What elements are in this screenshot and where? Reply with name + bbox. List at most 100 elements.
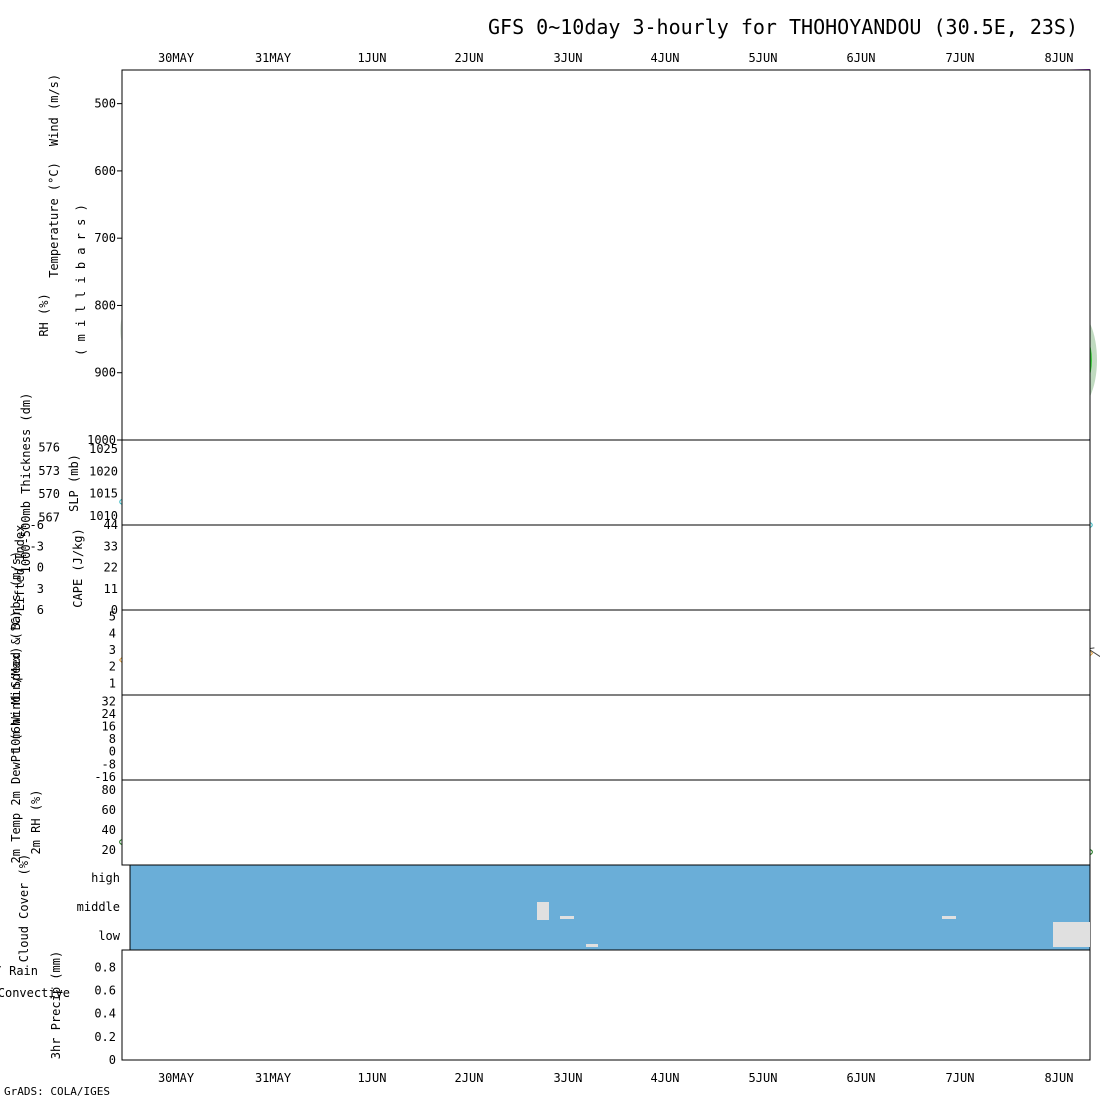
x-tick-label: 7JUN bbox=[946, 1071, 975, 1085]
slp-tick-label: 1025 bbox=[89, 442, 118, 456]
slp-tick-label: 1015 bbox=[89, 487, 118, 501]
wind-side-labels: 10m Wind Speed & Barbs (m/s) bbox=[9, 551, 23, 753]
pressure-axis-label: ( m i l l i b a r s ) bbox=[74, 204, 88, 356]
wind-tick-label: 1 bbox=[109, 676, 116, 690]
wind-tick-label: 2 bbox=[109, 660, 116, 674]
convective-label: Convective bbox=[0, 986, 70, 1000]
rh-tick-label: 20 bbox=[102, 843, 116, 857]
temp-frame bbox=[121, 694, 1091, 781]
rh-tick-label: 60 bbox=[102, 803, 116, 817]
y-tick-label: 600 bbox=[94, 164, 116, 178]
precip-side-labels: 3hr Precip (mm) bbox=[49, 951, 63, 1059]
cape-tick-label: 22 bbox=[104, 561, 118, 575]
cape-tick-label: 11 bbox=[104, 582, 118, 596]
rh-tick-label: 40 bbox=[102, 823, 116, 837]
y-tick-label: 1000 bbox=[87, 433, 116, 447]
x-tick-label: 8JUN bbox=[1045, 51, 1074, 65]
precip-frame bbox=[121, 949, 1091, 1061]
x-tick-label: 5JUN bbox=[749, 51, 778, 65]
x-tick-label: 30MAY bbox=[158, 1071, 195, 1085]
li-tick-label: 3 bbox=[37, 582, 44, 596]
cape-side-labels: Lifted Index CAPE (J/kg) bbox=[13, 525, 85, 612]
rh-tick-label: 80 bbox=[102, 783, 116, 797]
x-tick-label: 30MAY bbox=[158, 51, 195, 65]
rh-axis-label: RH (%) bbox=[37, 293, 51, 336]
temp-side-labels: 2m Temp 2m DewPt (6hr Min/Max) (°C) bbox=[9, 611, 23, 864]
temp-tick-label: 16 bbox=[102, 719, 116, 733]
cloud-level-label: middle bbox=[77, 900, 120, 914]
slp-tick-label: 1010 bbox=[89, 509, 118, 523]
cape-tick-label: 0 bbox=[111, 603, 118, 617]
cape-frame bbox=[121, 524, 1091, 611]
wind-axis-label: Wind (m/s) bbox=[47, 74, 61, 146]
cloud-gap bbox=[586, 944, 598, 947]
cloud-level-label: high bbox=[91, 871, 120, 885]
wind-frame bbox=[121, 609, 1091, 696]
upper-air-frame bbox=[121, 69, 1091, 441]
li-tick-label: 6 bbox=[37, 603, 44, 617]
thickness-tick-label: 567 bbox=[38, 510, 60, 524]
wind-axis-label: 10m Wind Speed & Barbs (m/s) bbox=[9, 551, 23, 753]
cloud-frame bbox=[129, 864, 1091, 951]
temp-axis-label: 2m Temp 2m DewPt (6hr Min/Max) (°C) bbox=[9, 611, 23, 864]
temp-axis-label: Temperature (°C) bbox=[47, 162, 61, 278]
cloud-axis-label: Cloud Cover (%) bbox=[17, 854, 31, 962]
x-tick-label: 31MAY bbox=[255, 1071, 292, 1085]
slp-axis-label: SLP (mb) bbox=[67, 454, 81, 512]
y-tick-label: 500 bbox=[94, 97, 116, 111]
wind-tick-label: 5 bbox=[109, 610, 116, 624]
cape-tick-label: 33 bbox=[104, 539, 118, 553]
thickness-axis-label: 1000-500mb Thickness (dm) bbox=[19, 393, 33, 574]
thickness-tick-label: 573 bbox=[38, 464, 60, 478]
x-tick-label: 3JUN bbox=[554, 1071, 583, 1085]
x-tick-label: 4JUN bbox=[651, 51, 680, 65]
cloud-level-label: low bbox=[98, 929, 120, 943]
precip-axis-label: 3hr Precip (mm) bbox=[49, 951, 63, 1059]
x-tick-label: 5JUN bbox=[749, 1071, 778, 1085]
precip-tick-label: 0.6 bbox=[94, 984, 116, 998]
cape-axis-label: CAPE (J/kg) bbox=[71, 528, 85, 607]
x-tick-label: 31MAY bbox=[255, 51, 292, 65]
slp-tick-label: 1020 bbox=[89, 464, 118, 478]
x-tick-label: 1JUN bbox=[358, 51, 387, 65]
y-tick-label: 800 bbox=[94, 298, 116, 312]
thickness-tick-label: 570 bbox=[38, 487, 60, 501]
footer-credit: GrADS: COLA/IGES bbox=[4, 1085, 110, 1098]
cloud-panel: high middle low Cloud Cover (%) bbox=[17, 854, 1091, 962]
y-tick-label: 700 bbox=[94, 231, 116, 245]
wind-tick-label: 4 bbox=[109, 626, 116, 640]
temp-tick-label: 24 bbox=[102, 707, 116, 721]
upper-air-side-labels: Wind (m/s) Temperature (°C) RH (%) ( m i l … bbox=[37, 74, 88, 356]
wind-tick-label: 3 bbox=[109, 643, 116, 657]
x-tick-label: 8JUN bbox=[1045, 1071, 1074, 1085]
temp-tick-label: 32 bbox=[102, 694, 116, 708]
panels: -10-5-5FRFRFR-55510101515152030303050100… bbox=[0, 51, 1100, 1085]
temp-tick-label: 0 bbox=[109, 745, 116, 759]
slp-side-labels: 1000-500mb Thickness (dm) SLP (mb) bbox=[19, 393, 81, 574]
y-tick-label: 900 bbox=[94, 366, 116, 380]
x-tick-label: 1JUN bbox=[358, 1071, 387, 1085]
rh-frame bbox=[121, 779, 1091, 866]
chart-title: GFS 0~10day 3-hourly for THOHOYANDOU (30… bbox=[488, 15, 1078, 39]
temp-tick-label: -8 bbox=[102, 757, 116, 771]
precip-tick-label: 0.8 bbox=[94, 960, 116, 974]
li-axis-label: Lifted Index bbox=[13, 525, 27, 612]
li-tick-label: -6 bbox=[30, 518, 44, 532]
thickness-tick-label: 576 bbox=[38, 441, 60, 455]
x-tick-label: 2JUN bbox=[455, 1071, 484, 1085]
x-tick-label: 7JUN bbox=[946, 51, 975, 65]
cape-tick-label: 44 bbox=[104, 518, 118, 532]
rh-side-labels: 2m RH (%) bbox=[29, 789, 43, 854]
total-rain-label: Total / Rain bbox=[0, 964, 38, 978]
temp-tick-label: -16 bbox=[94, 770, 116, 784]
x-tick-label: 6JUN bbox=[847, 1071, 876, 1085]
precip-tick-label: 0.2 bbox=[94, 1030, 116, 1044]
precip-tick-label: 0 bbox=[109, 1053, 116, 1067]
x-tick-label: 3JUN bbox=[554, 51, 583, 65]
li-tick-label: -3 bbox=[30, 539, 44, 553]
x-tick-label: 4JUN bbox=[651, 1071, 680, 1085]
wind-barb bbox=[1089, 649, 1100, 658]
x-tick-label: 6JUN bbox=[847, 51, 876, 65]
rh-axis-label: 2m RH (%) bbox=[29, 789, 43, 854]
